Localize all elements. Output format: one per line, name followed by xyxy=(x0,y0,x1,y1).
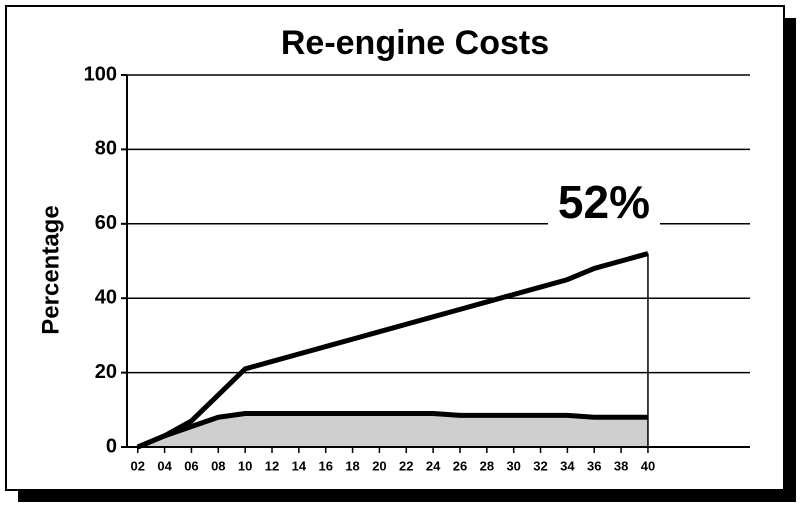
x-tick-label: 04 xyxy=(157,458,172,473)
x-tick-label: 28 xyxy=(480,458,494,473)
y-tick-label: 60 xyxy=(95,212,117,234)
y-tick-label: 0 xyxy=(106,435,117,457)
x-tick-label: 06 xyxy=(184,458,198,473)
x-tick-label: 32 xyxy=(533,458,547,473)
x-tick-label: 26 xyxy=(453,458,467,473)
y-tick-label: 20 xyxy=(95,361,117,383)
x-tick-label: 20 xyxy=(372,458,386,473)
area-fill xyxy=(137,413,648,447)
x-tick-label: 10 xyxy=(238,458,252,473)
annotation: 52% xyxy=(558,176,650,228)
x-tick-label: 08 xyxy=(211,458,225,473)
x-tick-label: 40 xyxy=(641,458,655,473)
x-tick-label: 24 xyxy=(426,458,441,473)
series-line xyxy=(136,411,648,450)
x-tick-label: 18 xyxy=(345,458,359,473)
x-tick-label: 14 xyxy=(292,458,307,473)
x-tick-label: 36 xyxy=(587,458,601,473)
x-tick-label: 22 xyxy=(399,458,413,473)
y-tick-label: 40 xyxy=(95,286,117,308)
y-axis-label: Percentage xyxy=(37,205,64,334)
area-fill xyxy=(137,253,648,447)
x-tick-label: 12 xyxy=(265,458,279,473)
x-tick-label: 38 xyxy=(614,458,628,473)
x-tick-label: 34 xyxy=(560,458,575,473)
y-tick-label: 80 xyxy=(95,138,117,160)
series-line xyxy=(136,251,649,450)
chart-title: Re-engine Costs xyxy=(281,24,549,62)
x-tick-label: 30 xyxy=(506,458,520,473)
x-tick-label: 16 xyxy=(318,458,332,473)
y-tick-label: 100 xyxy=(84,63,117,85)
x-tick-label: 02 xyxy=(131,458,145,473)
annotation-bg xyxy=(547,179,660,230)
